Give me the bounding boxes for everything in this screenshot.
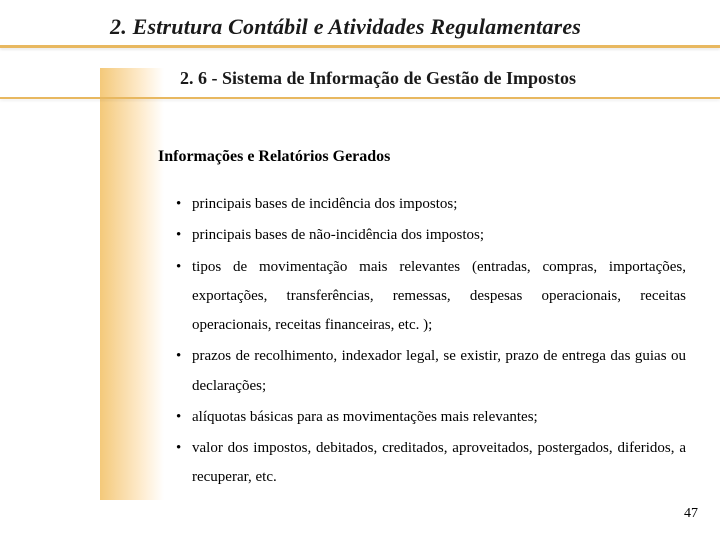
subtitle: 2. 6 - Sistema de Informação de Gestão d… (180, 68, 576, 89)
main-title: 2. Estrutura Contábil e Atividades Regul… (110, 14, 581, 40)
section-heading: Informações e Relatórios Gerados (158, 148, 390, 166)
list-item: prazos de recolhimento, indexador legal,… (176, 342, 686, 401)
subtitle-underline (0, 97, 720, 99)
list-item: alíquotas básicas para as movimentações … (176, 403, 686, 432)
bullet-list: principais bases de incidência dos impos… (176, 190, 686, 495)
list-item: valor dos impostos, debitados, creditado… (176, 434, 686, 493)
list-item: principais bases de incidência dos impos… (176, 190, 686, 219)
title-underline (0, 45, 720, 48)
side-gradient-bar (100, 68, 164, 500)
list-item: principais bases de não-incidência dos i… (176, 221, 686, 250)
list-item: tipos de movimentação mais relevantes (e… (176, 253, 686, 341)
page-number: 47 (684, 506, 698, 522)
